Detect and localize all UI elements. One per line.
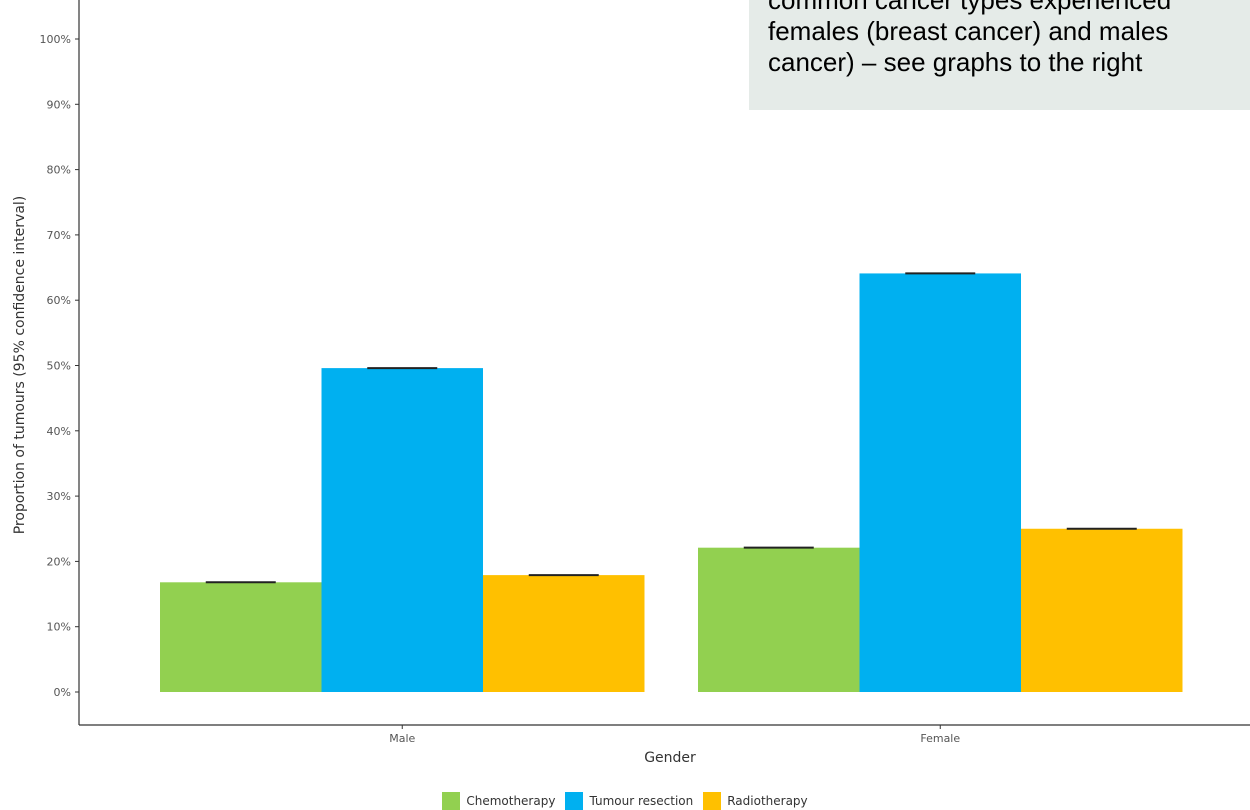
y-tick-label: 10%	[47, 621, 71, 634]
y-tick-label: 50%	[47, 360, 71, 373]
legend: Chemotherapy Tumour resection Radiothera…	[0, 792, 1250, 810]
x-category-label-male: Male	[389, 732, 415, 745]
legend-label-tumour-resection: Tumour resection	[589, 794, 694, 808]
legend-swatch-radiotherapy	[703, 792, 722, 810]
y-tick-label: 90%	[47, 98, 71, 111]
y-tick-label: 30%	[47, 490, 71, 503]
y-tick-label: 70%	[47, 229, 71, 242]
bar-female-tumour-resection	[859, 273, 1021, 692]
bar-female-radiotherapy	[1021, 528, 1183, 692]
error-bars	[205, 272, 1137, 584]
y-tick-label: 100%	[40, 33, 71, 46]
y-tick-label: 0%	[54, 686, 71, 699]
callout-text: common cancer types experienced females …	[768, 0, 1172, 77]
bar-male-tumour-resection	[321, 368, 483, 692]
x-category-label-female: Female	[920, 732, 960, 745]
y-tick-label: 60%	[47, 294, 71, 307]
bars	[160, 273, 1183, 692]
x-axis-categories: Male Female	[389, 725, 960, 745]
y-tick-label: 80%	[47, 164, 71, 177]
callout-box: common cancer types experienced females …	[749, 0, 1250, 110]
legend-item-radiotherapy: Radiotherapy	[703, 792, 808, 810]
bar-male-radiotherapy	[483, 575, 645, 692]
legend-item-chemotherapy: Chemotherapy	[442, 792, 555, 810]
legend-label-radiotherapy: Radiotherapy	[727, 794, 808, 808]
bar-female-chemotherapy	[698, 547, 860, 692]
y-axis-ticks: 0% 10% 20% 30% 40% 50% 60% 70% 80% 90% 100%	[40, 33, 79, 699]
legend-label-chemotherapy: Chemotherapy	[466, 794, 556, 808]
legend-item-tumour-resection: Tumour resection	[565, 792, 693, 810]
legend-swatch-chemotherapy	[442, 792, 461, 810]
y-tick-label: 40%	[47, 425, 71, 438]
legend-swatch-tumour-resection	[565, 792, 584, 810]
y-tick-label: 20%	[47, 555, 71, 568]
x-axis-title: Gender	[644, 750, 696, 766]
bar-male-chemotherapy	[160, 582, 322, 692]
y-axis-title: Proportion of tumours (95% confidence in…	[12, 196, 28, 535]
